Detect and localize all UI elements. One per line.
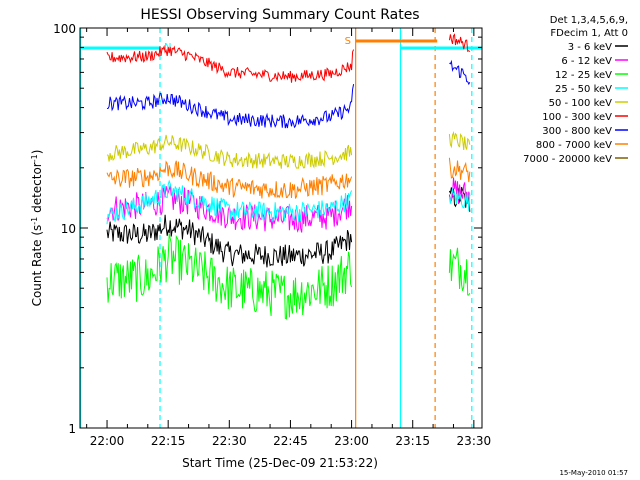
y-axis-label: Count Rate (s-1 detector-1)	[30, 150, 44, 307]
x-tick-label: 22:00	[90, 434, 125, 448]
series-line-6	[106, 84, 355, 129]
series-line-4	[106, 134, 353, 169]
legend-label: 25 - 50 keV	[555, 84, 612, 95]
series-lines	[106, 33, 471, 320]
x-tick-label: 23:30	[457, 434, 492, 448]
x-tick-label: 22:30	[212, 434, 247, 448]
x-tick-label: 22:45	[273, 434, 308, 448]
legend-label: 100 - 300 keV	[542, 112, 612, 123]
series-line-0	[106, 214, 353, 268]
series-line-7	[448, 157, 471, 183]
legend-label: 300 - 800 keV	[542, 126, 612, 137]
series-line-2	[448, 247, 471, 296]
legend-label: 6 - 12 keV	[561, 56, 612, 67]
series-line-6	[449, 59, 471, 86]
chart-title: HESSI Observing Summary Count Rates	[140, 7, 419, 23]
x-axis-label: Start Time (25-Dec-09 21:53:22)	[182, 456, 378, 470]
legend-label: 800 - 7000 keV	[536, 140, 612, 151]
series-line-2	[106, 233, 353, 320]
series-line-7	[106, 160, 353, 199]
legend-label: 12 - 25 keV	[555, 70, 612, 81]
y-tick-label: 10	[61, 222, 76, 236]
observing-flags: NS	[79, 28, 482, 428]
x-tick-label: 23:15	[395, 434, 430, 448]
legend-header-line-2: FDecim 1, Att 0	[550, 28, 628, 39]
series-line-5	[106, 44, 355, 83]
legend-label: 3 - 6 keV	[568, 42, 612, 53]
x-tick-label: 23:00	[334, 434, 369, 448]
legend-label: 7000 - 20000 keV	[523, 154, 612, 165]
y-tick-label: 1	[68, 422, 76, 436]
series-line-3	[106, 179, 353, 225]
x-tick-label: 22:15	[151, 434, 186, 448]
legend: Det 1,3,4,5,6,9, FDecim 1, Att 0 3 - 6 k…	[523, 15, 628, 165]
legend-label: 50 - 100 keV	[549, 98, 613, 109]
series-line-4	[448, 131, 471, 151]
axes: 22:00 22:15 22:30 22:45 23:00 23:15 23:30 1 10 10…	[53, 22, 491, 448]
y-tick-label: 100	[53, 22, 76, 36]
series-line-5	[448, 33, 471, 53]
plot-frame	[79, 27, 483, 429]
legend-header-line-1: Det 1,3,4,5,6,9,	[550, 15, 628, 26]
series-line-3	[448, 188, 471, 211]
saa-flag-label: S	[345, 36, 351, 47]
render-timestamp: 15-May-2010 01:57	[559, 469, 628, 477]
